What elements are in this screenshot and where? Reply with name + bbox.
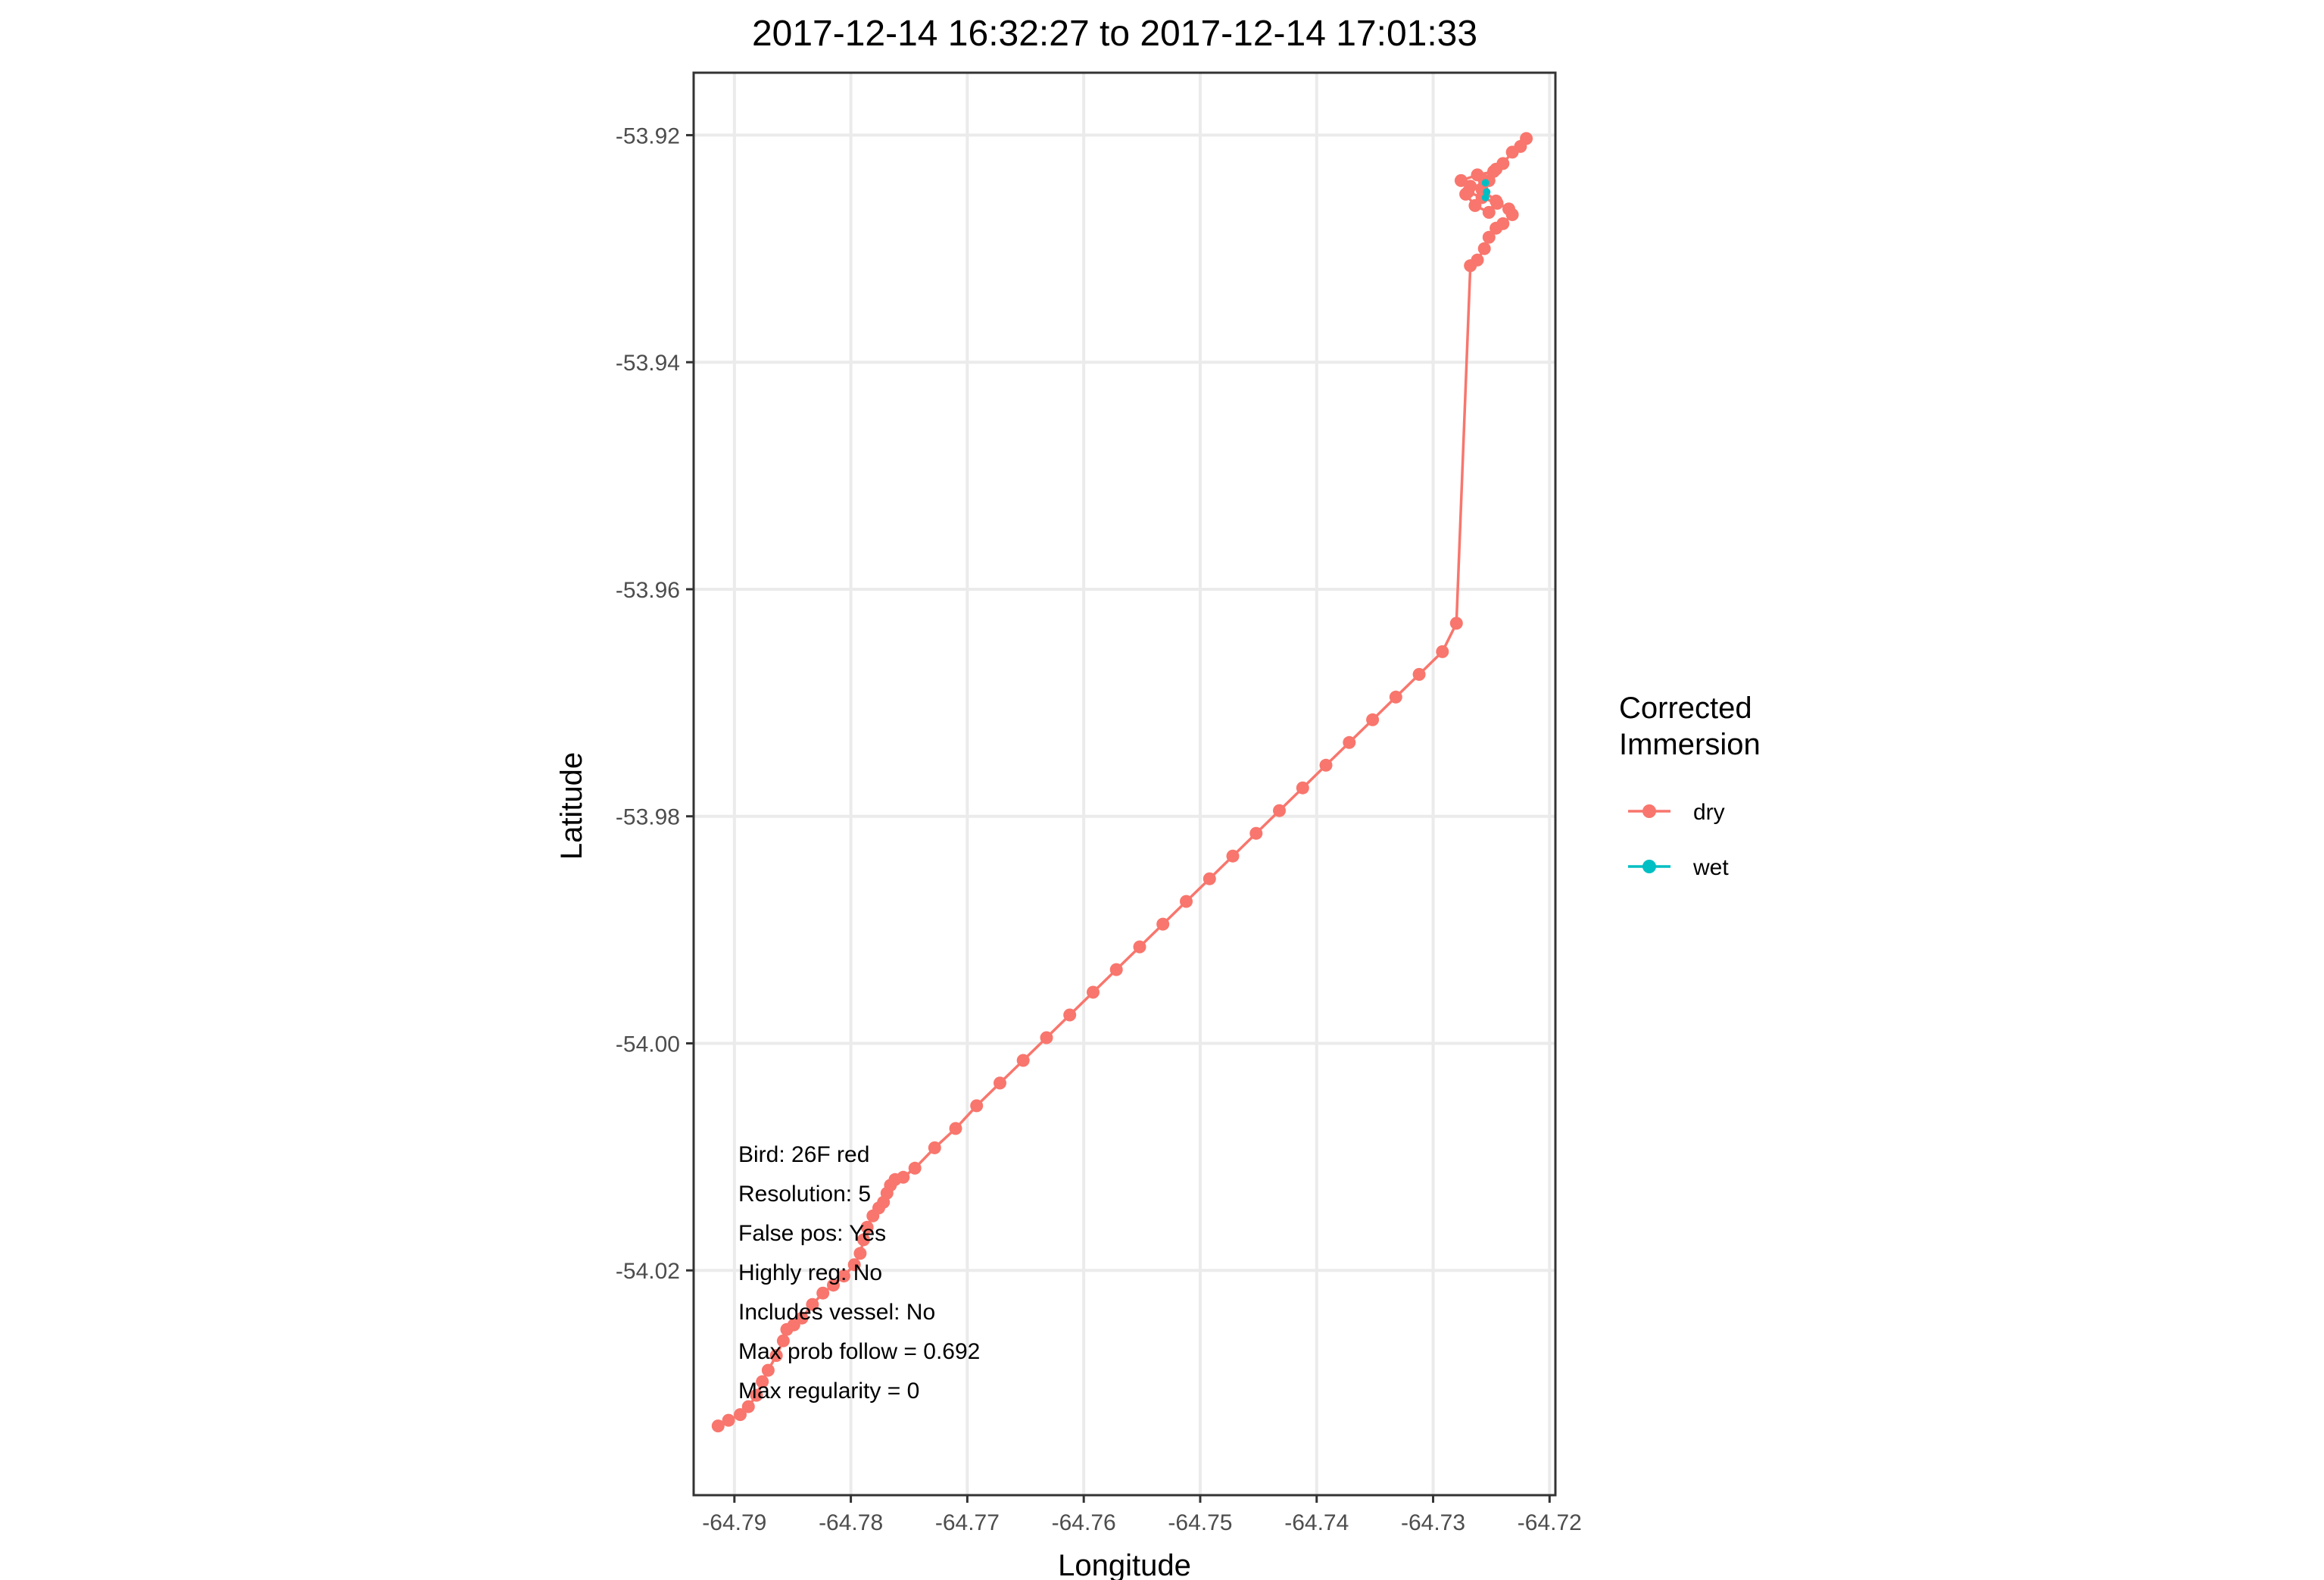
data-point-dry bbox=[1319, 758, 1333, 772]
data-point-dry bbox=[734, 1408, 747, 1422]
data-point-dry bbox=[860, 1220, 874, 1234]
data-point-dry bbox=[1471, 253, 1484, 267]
annotation-line: False pos: Yes bbox=[738, 1221, 886, 1246]
data-point-dry bbox=[1496, 157, 1510, 170]
data-point-dry bbox=[756, 1375, 769, 1388]
data-point-dry bbox=[1343, 735, 1356, 749]
data-point-dry bbox=[1040, 1031, 1053, 1044]
x-tick-label: -64.74 bbox=[1284, 1510, 1349, 1535]
data-point-dry bbox=[994, 1076, 1006, 1090]
data-point-dry bbox=[1133, 940, 1146, 954]
data-point-dry bbox=[827, 1279, 840, 1292]
data-point-wet bbox=[1481, 193, 1490, 201]
data-point-dry bbox=[1412, 667, 1426, 681]
data-point-dry bbox=[1468, 198, 1482, 212]
data-point-dry bbox=[1389, 690, 1402, 704]
y-tick-label: -53.92 bbox=[616, 123, 680, 148]
data-point-dry bbox=[1249, 826, 1263, 840]
data-point-dry bbox=[1273, 804, 1286, 817]
data-point-dry bbox=[908, 1161, 922, 1175]
annotation-line: Max prob follow = 0.692 bbox=[738, 1339, 980, 1364]
y-axis-title: Latitude bbox=[555, 752, 588, 860]
data-point-dry bbox=[853, 1247, 867, 1260]
legend-label-wet: wet bbox=[1692, 855, 1729, 880]
data-point-dry bbox=[1449, 617, 1463, 630]
data-point-dry bbox=[847, 1258, 861, 1272]
data-point-dry bbox=[897, 1170, 910, 1184]
data-point-dry bbox=[769, 1349, 783, 1363]
annotation-line: Highly reg: No bbox=[738, 1260, 882, 1285]
data-point-wet bbox=[1481, 179, 1490, 187]
legend-label-dry: dry bbox=[1693, 800, 1725, 825]
grid-lines bbox=[694, 73, 1555, 1495]
y-axis: -53.92 -53.94 -53.96 -53.98 -54.00 -54.02 bbox=[616, 123, 694, 1284]
annotation-line: Resolution: 5 bbox=[738, 1182, 871, 1207]
data-point-dry bbox=[1459, 187, 1473, 201]
data-point-dry bbox=[1366, 713, 1380, 726]
x-axis-title: Longitude bbox=[1058, 1549, 1191, 1580]
data-point-wet bbox=[1483, 188, 1491, 196]
data-point-dry bbox=[1296, 781, 1309, 795]
data-point-dry bbox=[1016, 1054, 1030, 1067]
data-point-dry bbox=[761, 1363, 775, 1377]
data-point-dry bbox=[1477, 242, 1491, 255]
legend-key-point-dry bbox=[1642, 804, 1656, 818]
data-point-dry bbox=[1496, 217, 1510, 230]
legend-title-line: Corrected bbox=[1619, 692, 1752, 725]
y-tick-label: -53.96 bbox=[616, 578, 680, 603]
y-tick-label: -53.98 bbox=[616, 805, 680, 830]
data-point-dry bbox=[816, 1286, 830, 1300]
data-point-dry bbox=[776, 1334, 790, 1347]
x-tick-label: -64.77 bbox=[935, 1510, 1000, 1535]
series-points bbox=[711, 132, 1533, 1433]
annotation-line: Includes vessel: No bbox=[738, 1300, 935, 1325]
data-point-dry bbox=[949, 1122, 962, 1135]
x-tick-label: -64.78 bbox=[819, 1510, 883, 1535]
data-point-dry bbox=[837, 1269, 850, 1283]
data-point-dry bbox=[795, 1311, 809, 1325]
data-point-dry bbox=[857, 1233, 870, 1247]
data-point-dry bbox=[1490, 194, 1503, 208]
data-point-dry bbox=[1087, 985, 1100, 999]
y-tick-label: -54.00 bbox=[616, 1032, 680, 1057]
x-tick-label: -64.73 bbox=[1401, 1510, 1465, 1535]
bird-info-annotation: Bird: 26F red Resolution: 5 False pos: Yes… bbox=[738, 1142, 980, 1404]
data-point-dry bbox=[750, 1388, 763, 1402]
x-tick-label: -64.72 bbox=[1518, 1510, 1582, 1535]
data-point-dry bbox=[1109, 963, 1123, 976]
data-point-dry bbox=[1482, 230, 1496, 244]
annotation-line: Bird: 26F red bbox=[738, 1142, 869, 1167]
data-point-dry bbox=[806, 1297, 819, 1311]
x-tick-label: -64.75 bbox=[1168, 1510, 1232, 1535]
data-point-dry bbox=[1454, 173, 1468, 187]
data-point-dry bbox=[1063, 1008, 1077, 1022]
data-point-dry bbox=[970, 1099, 984, 1113]
data-point-dry bbox=[1520, 132, 1533, 145]
data-point-dry bbox=[711, 1419, 725, 1433]
legend-key-point-wet bbox=[1642, 860, 1656, 873]
data-point-dry bbox=[1226, 849, 1240, 863]
x-tick-label: -64.79 bbox=[702, 1510, 766, 1535]
annotation-line: Max regularity = 0 bbox=[738, 1379, 919, 1404]
legend-title-line: Immersion bbox=[1619, 728, 1761, 761]
y-tick-label: -54.02 bbox=[616, 1259, 680, 1284]
chart-title: 2017-12-14 16:32:27 to 2017-12-14 17:01:… bbox=[752, 14, 1477, 54]
panel-border bbox=[692, 71, 1557, 1497]
data-point-dry bbox=[1436, 645, 1449, 658]
data-point-dry bbox=[722, 1413, 735, 1427]
data-point-dry bbox=[1180, 895, 1193, 908]
x-axis: -64.79 -64.78 -64.77 -64.76 -64.75 -64.74 -64.… bbox=[702, 1495, 1582, 1535]
data-point-dry bbox=[1482, 205, 1496, 219]
data-point-dry bbox=[928, 1141, 941, 1154]
data-point-dry bbox=[1502, 202, 1515, 216]
y-tick-label: -53.94 bbox=[616, 351, 680, 376]
data-point-dry bbox=[1156, 917, 1170, 931]
x-tick-label: -64.76 bbox=[1052, 1510, 1116, 1535]
data-point-dry bbox=[741, 1400, 755, 1413]
data-point-dry bbox=[1203, 872, 1216, 885]
